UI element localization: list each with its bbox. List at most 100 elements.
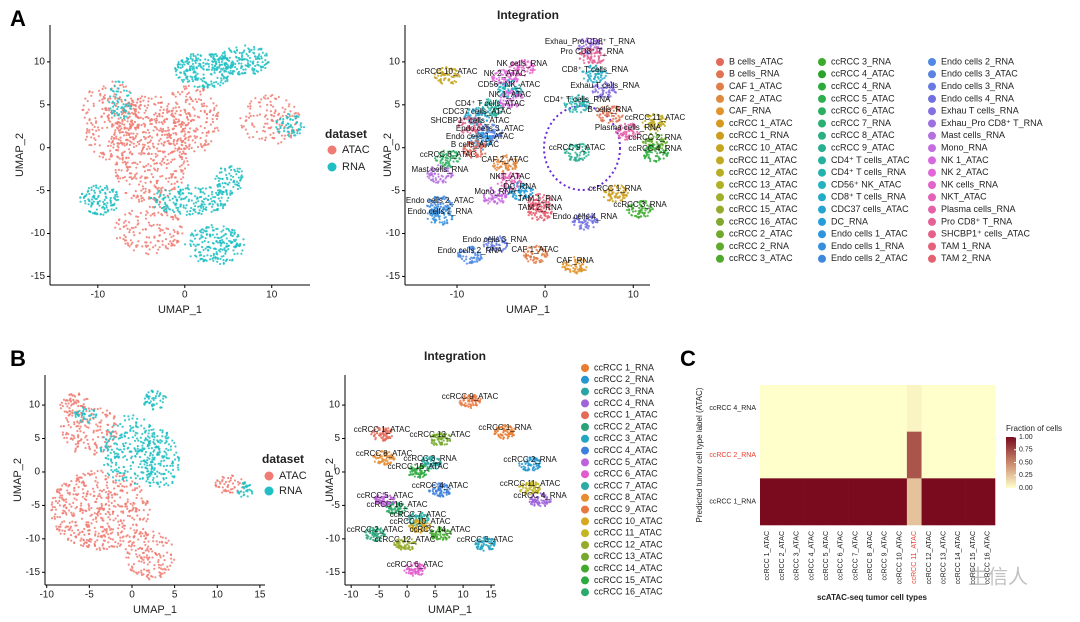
cell-point	[504, 70, 507, 74]
cell-point	[184, 133, 187, 136]
cell-point	[90, 188, 93, 192]
cell-point	[187, 91, 191, 94]
cell-point	[165, 210, 168, 213]
cell-point	[88, 131, 91, 134]
cell-point	[109, 97, 112, 100]
cell-point	[240, 52, 244, 55]
cell-point	[170, 113, 173, 117]
cell-point	[175, 133, 178, 136]
cell-point	[134, 109, 137, 113]
cell-point	[288, 103, 291, 106]
cell-point	[226, 183, 230, 186]
cell-point	[532, 211, 535, 215]
cell-point	[220, 255, 223, 258]
cell-point	[220, 196, 223, 199]
cell-point	[112, 143, 115, 146]
cell-point	[176, 230, 179, 233]
cell-point	[187, 147, 191, 150]
cell-point	[115, 93, 118, 96]
cell-point	[163, 141, 166, 144]
cell-point	[135, 101, 139, 104]
cell-point	[584, 225, 587, 228]
cell-point	[442, 78, 446, 82]
cell-point	[631, 210, 635, 213]
cell-point	[515, 166, 518, 169]
cell-point	[158, 129, 161, 132]
cell-point	[173, 150, 176, 153]
cell-point	[213, 130, 216, 133]
cell-point	[180, 147, 183, 151]
cell-point	[213, 108, 216, 112]
cell-point	[93, 150, 96, 153]
cell-point	[161, 115, 164, 118]
cell-point	[198, 195, 202, 199]
cell-point	[579, 46, 582, 50]
cell-point	[114, 169, 117, 172]
cell-point	[173, 144, 176, 147]
cell-point	[158, 200, 161, 203]
cell-point	[235, 173, 238, 176]
cell-point	[221, 52, 225, 55]
cell-point	[134, 113, 137, 116]
cell-point	[83, 116, 86, 119]
cell-point	[501, 73, 504, 76]
cell-point	[173, 182, 176, 185]
cell-point	[149, 139, 152, 142]
cell-point	[233, 70, 236, 73]
cell-point	[88, 200, 91, 203]
cell-point	[585, 71, 588, 74]
cell-point	[193, 85, 196, 88]
cell-point	[246, 59, 250, 62]
cell-point	[156, 169, 159, 172]
cell-point	[98, 204, 101, 207]
cell-point	[165, 227, 168, 230]
cell-point	[152, 246, 155, 249]
cell-point	[228, 181, 231, 184]
cell-point	[147, 197, 151, 200]
cell-point	[237, 170, 241, 174]
cell-point	[235, 56, 238, 59]
cell-point	[214, 177, 217, 180]
cell-point	[518, 64, 521, 67]
cell-point	[609, 196, 612, 199]
cell-point	[171, 244, 174, 247]
cell-point	[213, 53, 216, 56]
cell-point	[216, 236, 219, 239]
cell-point	[171, 112, 174, 115]
cell-point	[220, 63, 224, 66]
cell-point	[495, 72, 498, 75]
cell-point	[166, 107, 169, 111]
cell-point	[129, 91, 132, 95]
cell-point	[112, 146, 115, 149]
cell-point	[106, 126, 109, 129]
cell-point	[180, 164, 183, 167]
cell-point	[108, 140, 111, 143]
cell-point	[231, 65, 234, 69]
cell-point	[123, 115, 126, 118]
cell-point	[486, 199, 490, 202]
cell-point	[129, 213, 132, 216]
cell-point	[111, 80, 114, 83]
cell-point	[101, 101, 104, 104]
cell-point	[285, 99, 288, 102]
cell-point	[223, 241, 226, 244]
cell-point	[211, 66, 214, 70]
cell-point	[194, 71, 197, 74]
cell-point	[209, 254, 213, 257]
cell-point	[501, 77, 504, 81]
cell-point	[172, 121, 175, 125]
cell-point	[537, 217, 540, 221]
cell-point	[112, 188, 115, 191]
cell-point	[479, 257, 482, 260]
cell-point	[174, 170, 178, 173]
cell-point	[266, 97, 270, 100]
cell-point	[214, 247, 217, 250]
cell-point	[189, 234, 192, 237]
cell-point	[533, 214, 537, 217]
cell-point	[502, 68, 505, 71]
cell-point	[149, 157, 153, 160]
cell-point	[276, 127, 279, 131]
cell-point	[115, 148, 119, 152]
cell-point	[187, 163, 190, 166]
cell-point	[119, 141, 122, 145]
